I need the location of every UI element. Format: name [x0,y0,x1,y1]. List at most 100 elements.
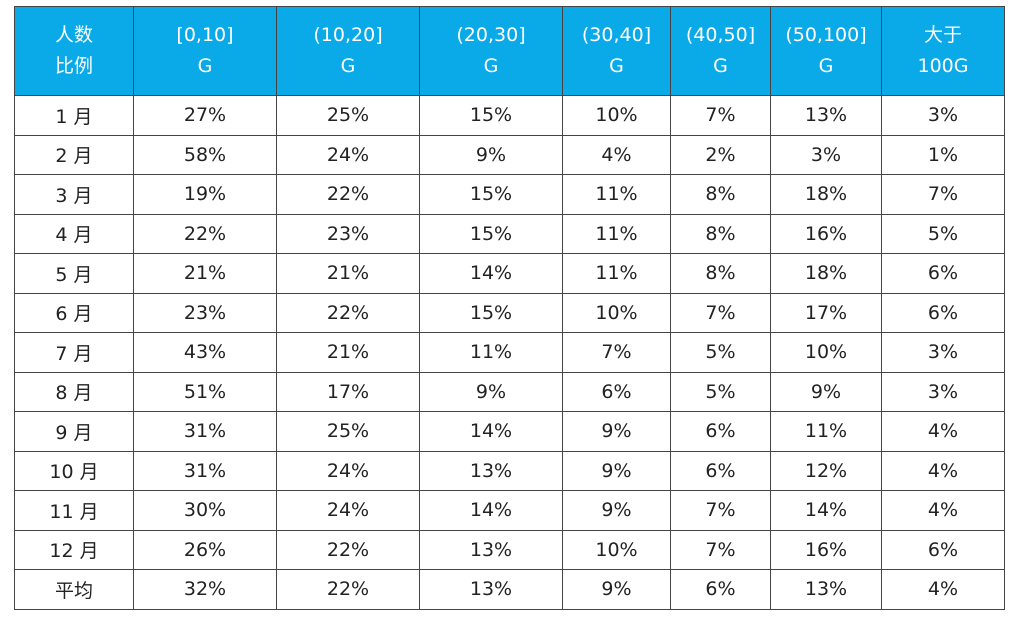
cell: 6% [881,292,1005,333]
cell: 21% [276,332,420,373]
cell: 23% [276,213,420,254]
cell: 25% [276,95,420,136]
header-text: 100G [917,55,969,77]
cell: 6% [670,411,771,452]
cell: 7% [670,95,771,136]
cell: 6% [881,529,1005,570]
cell: 22% [276,529,420,570]
header-text: 人数 [54,24,93,46]
cell: 2% [670,134,771,175]
cell: 11% [770,411,882,452]
cell: 6% [562,371,671,412]
table-row: 4 月 22% 23% 15% 11% 8% 16% 5% [14,213,1005,254]
cell: 21% [276,253,420,294]
cell: 43% [133,332,277,373]
row-label: 8 月 [14,371,134,412]
cell: 7% [670,292,771,333]
cell: 10% [562,292,671,333]
cell: 5% [670,371,771,412]
header-text: G [340,55,356,77]
header-text: 比例 [54,55,93,77]
row-label: 4 月 [14,213,134,254]
cell: 3% [770,134,882,175]
cell: 17% [276,371,420,412]
cell: 31% [133,411,277,452]
cell: 12% [770,450,882,491]
header-text: (10,20] [313,24,383,46]
row-label: 7 月 [14,332,134,373]
cell: 14% [419,411,563,452]
header-text: G [483,55,499,77]
cell: 9% [562,411,671,452]
table-row: 12 月 26% 22% 13% 10% 7% 16% 6% [14,529,1005,570]
cell: 7% [562,332,671,373]
row-label: 6 月 [14,292,134,333]
header-text: 大于 [923,24,962,46]
table-header: 人数 比例 [0,10] G (10,20] G (20,30] G (30,40] G (40,5… [14,6,1005,96]
header-cell: [0,10] G [133,6,277,96]
cell: 24% [276,490,420,531]
cell: 19% [133,174,277,215]
row-label: 2 月 [14,134,134,175]
cell: 1% [881,134,1005,175]
cell: 22% [276,569,420,610]
cell: 9% [562,490,671,531]
cell: 13% [770,569,882,610]
cell: 10% [770,332,882,373]
header-cell: (40,50] G [670,6,771,96]
cell: 6% [670,450,771,491]
cell: 14% [770,490,882,531]
cell: 22% [276,292,420,333]
header-text: (30,40] [581,24,652,46]
cell: 51% [133,371,277,412]
cell: 15% [419,95,563,136]
cell: 14% [419,253,563,294]
cell: 3% [881,332,1005,373]
cell: 4% [881,490,1005,531]
cell: 5% [881,213,1005,254]
cell: 11% [562,174,671,215]
cell: 22% [133,213,277,254]
table-row: 5 月 21% 21% 14% 11% 8% 18% 6% [14,253,1005,294]
cell: 7% [670,490,771,531]
cell: 24% [276,134,420,175]
cell: 15% [419,213,563,254]
cell: 32% [133,569,277,610]
row-label: 9 月 [14,411,134,452]
cell: 16% [770,213,882,254]
table-row: 6 月 23% 22% 15% 10% 7% 17% 6% [14,292,1005,333]
cell: 9% [562,569,671,610]
header-cell: (10,20] G [276,6,420,96]
data-table: 人数 比例 [0,10] G (10,20] G (20,30] G (30,40] G (40,5… [14,6,1005,610]
cell: 25% [276,411,420,452]
cell: 58% [133,134,277,175]
cell: 6% [670,569,771,610]
cell: 26% [133,529,277,570]
cell: 8% [670,213,771,254]
header-row: 人数 比例 [0,10] G (10,20] G (20,30] G (30,40] G (40,5… [14,6,1005,96]
cell: 11% [562,253,671,294]
header-cell: 大于 100G [881,6,1005,96]
table-row: 9 月 31% 25% 14% 9% 6% 11% 4% [14,411,1005,452]
table-row: 1 月 27% 25% 15% 10% 7% 13% 3% [14,95,1005,136]
cell: 18% [770,174,882,215]
cell: 11% [562,213,671,254]
row-label: 1 月 [14,95,134,136]
row-label: 平均 [14,569,134,610]
header-text: (50,100] [785,24,867,46]
header-cell: (50,100] G [770,6,882,96]
cell: 30% [133,490,277,531]
cell: 9% [562,450,671,491]
cell: 7% [670,529,771,570]
table-row: 3 月 19% 22% 15% 11% 8% 18% 7% [14,174,1005,215]
cell: 8% [670,253,771,294]
cell: 31% [133,450,277,491]
header-text: G [713,55,728,77]
cell: 13% [770,95,882,136]
cell: 4% [881,450,1005,491]
cell: 24% [276,450,420,491]
header-cell: (30,40] G [562,6,671,96]
header-cell: (20,30] G [419,6,563,96]
table-row: 2 月 58% 24% 9% 4% 2% 3% 1% [14,134,1005,175]
